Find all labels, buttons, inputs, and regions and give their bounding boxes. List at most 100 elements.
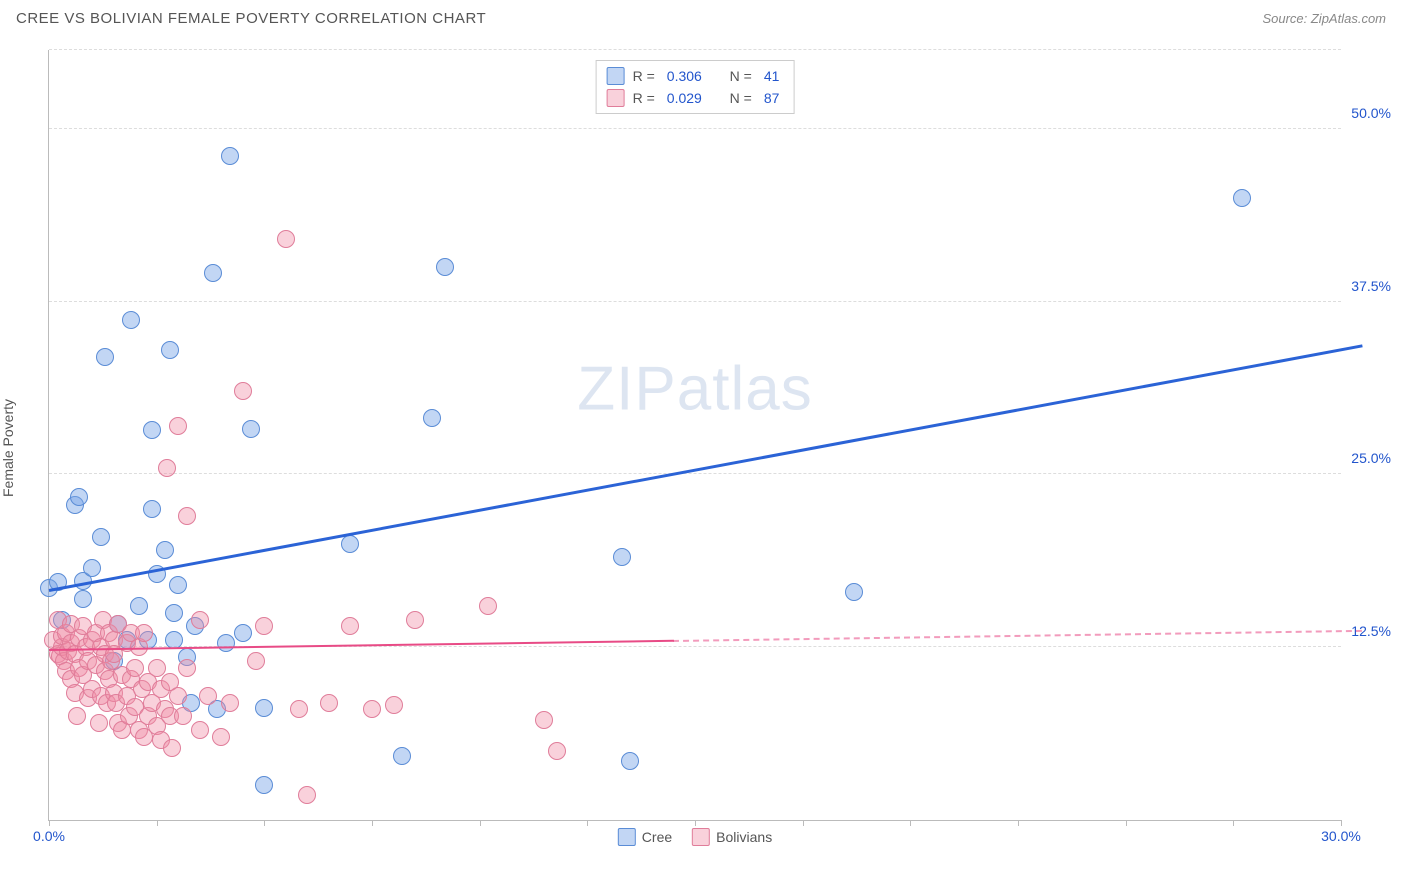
trend-line: [673, 630, 1362, 642]
scatter-point: [122, 311, 140, 329]
scatter-point: [535, 711, 553, 729]
scatter-point: [217, 634, 235, 652]
x-tick-label: 0.0%: [33, 828, 65, 844]
x-tick: [372, 820, 373, 826]
scatter-point: [174, 707, 192, 725]
legend-swatch: [618, 828, 636, 846]
legend-item: Bolivians: [692, 828, 772, 846]
scatter-point: [96, 348, 114, 366]
plot-area: ZIPatlas R =0.306 N =41R =0.029 N =87 Cr…: [48, 50, 1341, 821]
x-tick: [264, 820, 265, 826]
scatter-point: [163, 739, 181, 757]
x-tick: [480, 820, 481, 826]
chart-container: Female Poverty ZIPatlas R =0.306 N =41R …: [38, 42, 1388, 854]
x-tick: [803, 820, 804, 826]
x-tick: [695, 820, 696, 826]
scatter-point: [290, 700, 308, 718]
watermark: ZIPatlas: [577, 353, 812, 424]
x-tick: [587, 820, 588, 826]
scatter-point: [406, 611, 424, 629]
x-tick: [49, 820, 50, 826]
scatter-point: [621, 752, 639, 770]
grid-line: [49, 301, 1341, 302]
legend-label: Cree: [642, 829, 672, 845]
scatter-point: [178, 507, 196, 525]
scatter-point: [1233, 189, 1251, 207]
x-tick: [1341, 820, 1342, 826]
x-tick: [1233, 820, 1234, 826]
x-tick: [157, 820, 158, 826]
legend-row: R =0.306 N =41: [607, 65, 784, 87]
legend-swatch: [607, 89, 625, 107]
scatter-point: [191, 721, 209, 739]
y-tick-label: 25.0%: [1351, 450, 1391, 466]
legend-swatch: [692, 828, 710, 846]
correlation-legend: R =0.306 N =41R =0.029 N =87: [596, 60, 795, 114]
scatter-point: [169, 417, 187, 435]
x-tick-label: 30.0%: [1321, 828, 1361, 844]
scatter-point: [70, 488, 88, 506]
scatter-point: [479, 597, 497, 615]
x-tick: [1018, 820, 1019, 826]
scatter-point: [548, 742, 566, 760]
series-legend: Cree Bolivians: [618, 828, 772, 846]
scatter-point: [178, 659, 196, 677]
scatter-point: [83, 559, 101, 577]
x-tick: [1126, 820, 1127, 826]
trend-line: [49, 344, 1363, 592]
scatter-point: [393, 747, 411, 765]
scatter-point: [298, 786, 316, 804]
scatter-point: [191, 611, 209, 629]
y-axis-label: Female Poverty: [0, 399, 16, 497]
legend-swatch: [607, 67, 625, 85]
scatter-point: [255, 776, 273, 794]
scatter-point: [212, 728, 230, 746]
chart-title: CREE VS BOLIVIAN FEMALE POVERTY CORRELAT…: [16, 10, 486, 27]
scatter-point: [221, 147, 239, 165]
scatter-point: [90, 714, 108, 732]
scatter-point: [68, 707, 86, 725]
scatter-point: [135, 624, 153, 642]
scatter-point: [385, 696, 403, 714]
scatter-point: [74, 590, 92, 608]
scatter-point: [161, 341, 179, 359]
scatter-point: [341, 617, 359, 635]
scatter-point: [199, 687, 217, 705]
legend-item: Cree: [618, 828, 672, 846]
grid-line: [49, 128, 1341, 129]
scatter-point: [143, 421, 161, 439]
scatter-point: [277, 230, 295, 248]
legend-row: R =0.029 N =87: [607, 87, 784, 109]
x-tick: [910, 820, 911, 826]
scatter-point: [255, 699, 273, 717]
legend-label: Bolivians: [716, 829, 772, 845]
scatter-point: [169, 687, 187, 705]
scatter-point: [165, 604, 183, 622]
scatter-point: [130, 597, 148, 615]
scatter-point: [341, 535, 359, 553]
scatter-point: [156, 541, 174, 559]
scatter-point: [221, 694, 239, 712]
scatter-point: [363, 700, 381, 718]
scatter-point: [92, 528, 110, 546]
scatter-point: [436, 258, 454, 276]
scatter-point: [423, 409, 441, 427]
scatter-point: [242, 420, 260, 438]
scatter-point: [169, 576, 187, 594]
scatter-point: [158, 459, 176, 477]
scatter-point: [234, 624, 252, 642]
scatter-point: [143, 500, 161, 518]
scatter-point: [204, 264, 222, 282]
grid-line: [49, 49, 1341, 50]
chart-source: Source: ZipAtlas.com: [1262, 11, 1386, 26]
scatter-point: [247, 652, 265, 670]
scatter-point: [255, 617, 273, 635]
grid-line: [49, 473, 1341, 474]
y-tick-label: 37.5%: [1351, 278, 1391, 294]
scatter-point: [845, 583, 863, 601]
chart-header: CREE VS BOLIVIAN FEMALE POVERTY CORRELAT…: [0, 0, 1406, 33]
y-tick-label: 50.0%: [1351, 105, 1391, 121]
scatter-point: [320, 694, 338, 712]
scatter-point: [613, 548, 631, 566]
scatter-point: [234, 382, 252, 400]
